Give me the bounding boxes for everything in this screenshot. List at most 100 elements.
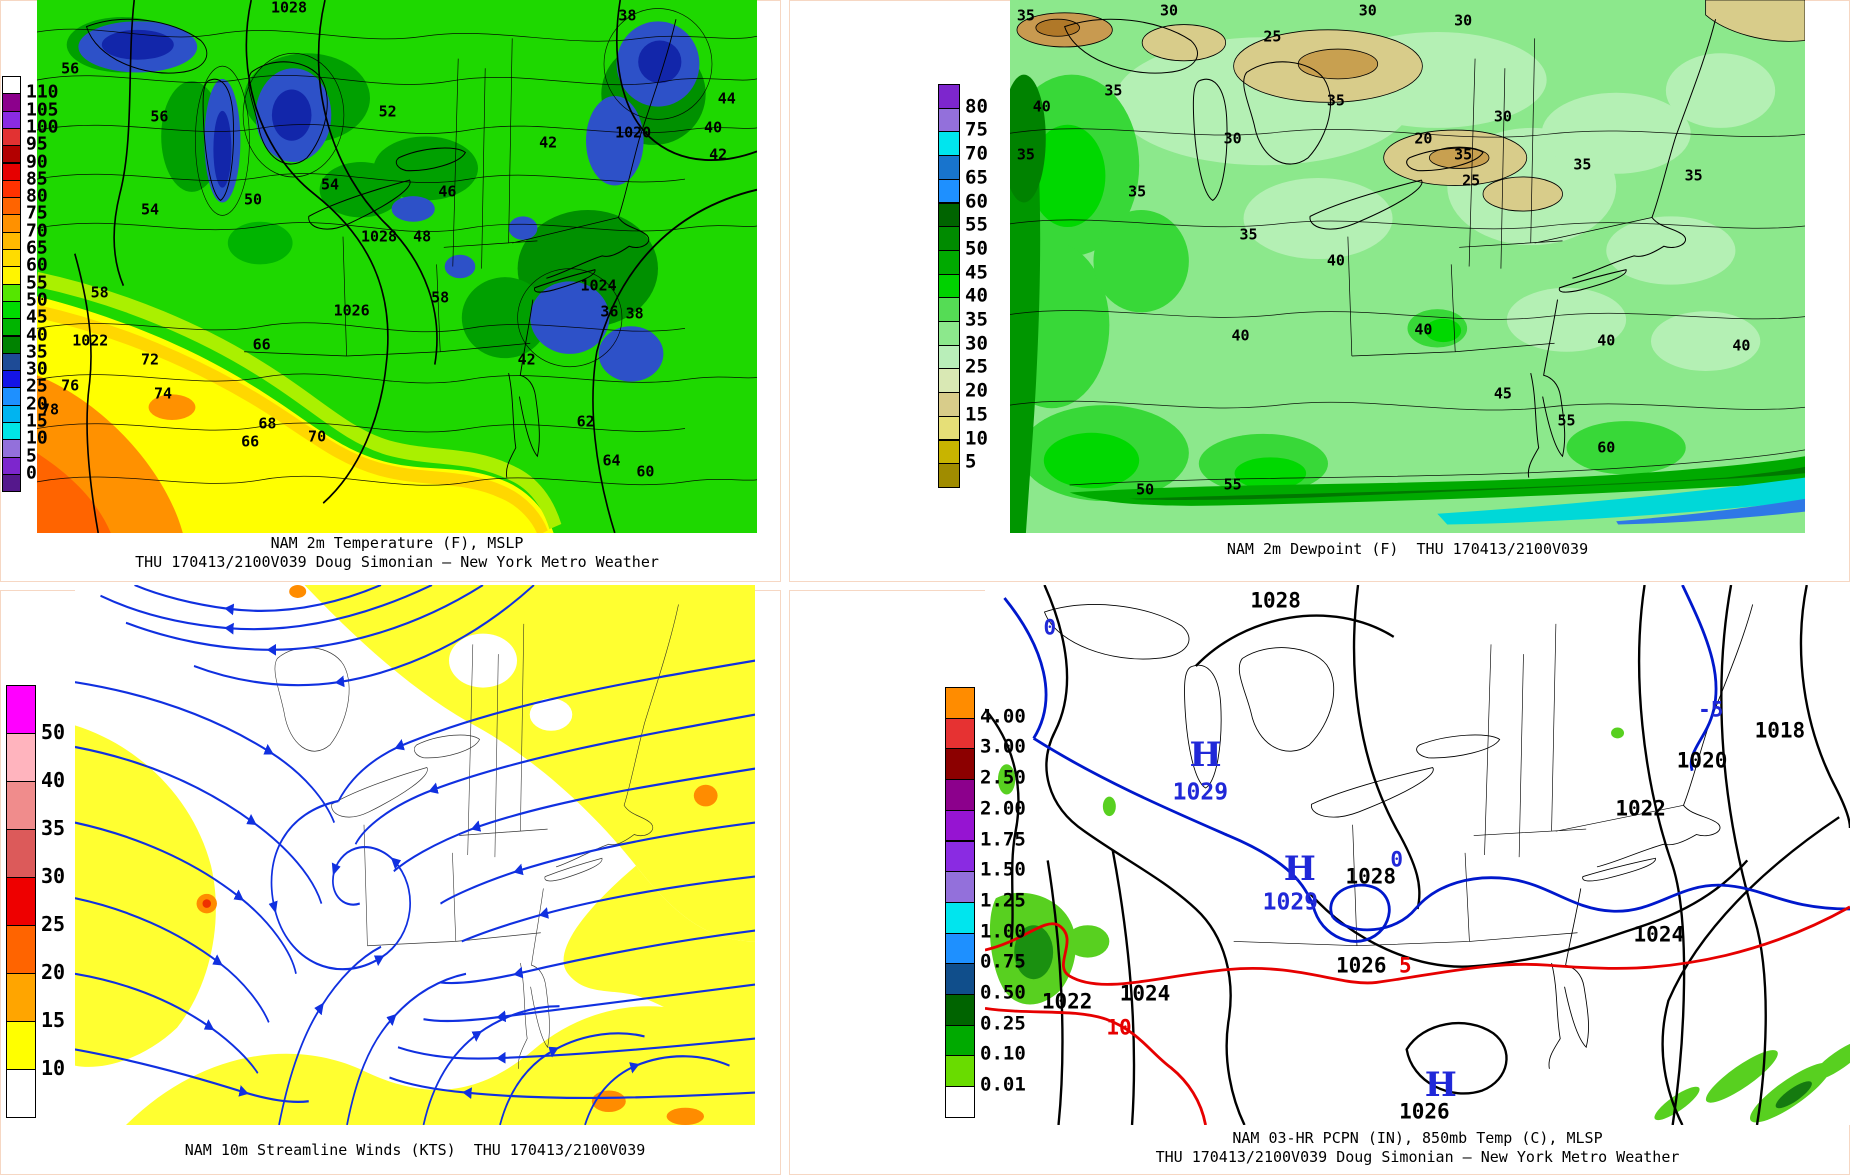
dewpoint-map: 35 30 25 30 30 20 25 35 40 35 35 30 35 30 35 35 35 35 40 40…: [1010, 0, 1805, 533]
contour-label: 48: [413, 227, 432, 246]
colorbar-swatch: [945, 1055, 975, 1088]
contour-label: 60: [636, 462, 655, 481]
colorbar-tick-label: 0.25: [980, 1012, 1026, 1035]
colorbar-tick-label: 0.75: [980, 951, 1026, 974]
contour-label: 68: [258, 414, 277, 433]
contour-label: 35: [1128, 182, 1147, 201]
colorbar-tick-label: 0.10: [980, 1043, 1026, 1066]
contour-label: 1028: [270, 0, 308, 17]
colorbar-swatch: [2, 76, 21, 95]
mslp-contours: [74, 0, 757, 533]
contour-label: 45: [1493, 384, 1512, 403]
colorbar-tick-label: 10: [41, 1056, 66, 1081]
colorbar-swatch: [2, 249, 21, 268]
colorbar-swatch: [938, 202, 960, 228]
contour-label: H: [1283, 849, 1316, 890]
colorbar-swatch: [2, 110, 21, 129]
colorbar-swatch: [938, 131, 960, 157]
pcpn-colorbar: 4.00 3.00 2.50 2.00 1.75 1.50 1.25 1.00 0.75 0.50…: [945, 687, 1035, 1127]
colorbar-tick-label: 80: [26, 185, 48, 207]
colorbar-tick-label: 0: [26, 462, 37, 484]
contour-label: 66: [252, 335, 271, 354]
contour-label: 35: [1239, 225, 1258, 244]
colorbar-swatch: [6, 925, 36, 974]
contour-label: 70: [308, 427, 327, 446]
colorbar-swatch: [2, 179, 21, 199]
coastline: [85, 18, 677, 478]
colorbar-tick-label: 45: [965, 261, 988, 284]
colorbar-swatch: [2, 456, 21, 475]
colorbar-swatch: [938, 273, 960, 299]
colorbar-tick-label: 65: [965, 166, 988, 189]
colorbar-swatch: [938, 178, 960, 204]
contour-label: 42: [709, 145, 728, 164]
contour-label: 58: [431, 288, 450, 307]
colorbar-swatch: [6, 1069, 36, 1118]
colorbar-tick-label: 65: [26, 237, 48, 259]
colorbar-tick-label: 40: [41, 768, 66, 793]
colorbar-tick-label: 45: [26, 306, 48, 328]
colorbar-tick-label: 25: [965, 356, 988, 379]
colorbar-swatch: [945, 901, 975, 934]
dry-air-blobs: [1016, 0, 1805, 212]
contour-label: 40: [1231, 326, 1250, 345]
colorbar-tick-label: 1.00: [980, 920, 1026, 943]
contour-label: 35: [1016, 145, 1035, 164]
colorbar-swatch: [2, 387, 21, 406]
colorbar-swatch: [945, 809, 975, 842]
colorbar-tick-label: 40: [965, 285, 988, 308]
colorbar-swatch: [945, 963, 975, 995]
colorbar-swatch: [938, 107, 960, 133]
colorbar-tick-label: 75: [965, 119, 988, 142]
colorbar-swatch: [2, 473, 21, 493]
colorbar-swatch: [2, 283, 21, 302]
colorbar-tick-label: 3.00: [980, 736, 1026, 759]
pcpn-field: [985, 585, 1850, 1125]
colorbar-tick-label: 70: [26, 219, 48, 241]
contour-label: 1028: [360, 227, 398, 246]
colorbar-swatch: [938, 344, 960, 370]
contour-label: 74: [153, 384, 173, 403]
contour-label: 62: [576, 412, 595, 431]
colorbar-tick-label: 1.75: [980, 828, 1026, 851]
colorbar-swatch: [2, 352, 21, 372]
contour-label: 5: [1399, 953, 1412, 978]
wind-map: [75, 585, 755, 1125]
colorbar-swatch: [945, 840, 975, 873]
colorbar-swatch: [2, 197, 21, 216]
contour-label: 52: [378, 102, 397, 121]
colorbar-tick-label: 2.50: [980, 766, 1026, 789]
colorbar-swatch: [938, 249, 960, 275]
colorbar-swatch: [2, 404, 21, 423]
contour-label: 38: [618, 6, 637, 25]
contour-label: 1026: [1335, 953, 1387, 978]
colorbar-swatch: [6, 829, 36, 878]
contour-label: H: [1424, 1064, 1457, 1105]
colorbar-swatch: [2, 335, 21, 354]
colorbar-tick-label: 105: [26, 98, 59, 120]
wind-colorbar: 50 40 35 30 25 20 15 10: [6, 685, 86, 1125]
wind-map-labels: [75, 585, 755, 1125]
colorbar-tick-label: 50: [26, 289, 48, 311]
pcpn-map: 1028 0 -5 1018 1020 1022 H 1029 H 1029 0 1028 1026 5 1…: [985, 585, 1850, 1125]
colorbar-tick-label: 0.50: [980, 981, 1026, 1004]
contour-label: 42: [539, 133, 558, 152]
contour-label: 30: [1493, 107, 1512, 126]
contour-label: 40: [1326, 251, 1345, 270]
colorbar-tick-label: 50: [965, 237, 988, 260]
colorbar-swatch: [6, 973, 36, 1022]
contour-label: 78: [40, 400, 59, 419]
contour-label: 35: [1454, 145, 1473, 164]
colorbar-tick-label: 1.25: [980, 889, 1026, 912]
precip-blobs: [989, 727, 1850, 1123]
pcpn-map-labels: 1028 0 -5 1018 1020 1022 H 1029 H 1029 0 1028 1026 5 1…: [985, 585, 1850, 1125]
contour-label: -5: [1698, 697, 1724, 722]
colorbar-tick-label: 20: [965, 379, 988, 402]
pcpn-caption-subtitle: THU 170413/2100V039 Doug Simonian – New …: [1155, 1148, 1680, 1166]
colorbar-swatch: [2, 318, 21, 337]
contour-label: 46: [438, 182, 457, 201]
colorbar-tick-label: 35: [26, 341, 48, 363]
contour-label: 36: [600, 302, 619, 321]
colorbar-swatch: [945, 994, 975, 1026]
